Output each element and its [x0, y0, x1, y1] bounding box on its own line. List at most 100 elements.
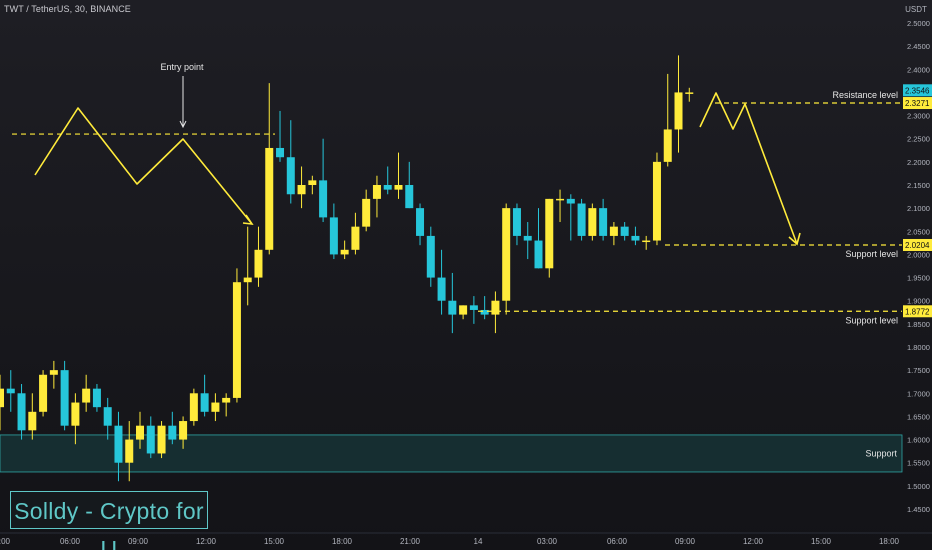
- y-tick-label: 2.0500: [907, 227, 930, 236]
- candle-body: [189, 393, 198, 422]
- candle-body: [674, 92, 683, 130]
- candle-body: [222, 397, 231, 403]
- level-label: Support level: [845, 249, 898, 259]
- candle-body: [523, 235, 532, 241]
- x-tick-label: 06:00: [607, 537, 628, 546]
- projection-arrow-left: [242, 214, 254, 225]
- y-tick-label: 2.0000: [907, 250, 930, 259]
- candle-body: [17, 393, 26, 431]
- candle-body: [49, 370, 58, 375]
- currency-label: USDT: [905, 5, 927, 14]
- candle-body: [329, 217, 338, 255]
- x-tick-label: 18:00: [879, 537, 900, 546]
- y-tick-label: 1.5500: [907, 459, 930, 468]
- x-tick-label: 06:00: [60, 537, 81, 546]
- brand-watermark: Solldy - Crypto for U: [10, 491, 208, 550]
- candle-body: [362, 198, 371, 227]
- candle-body: [340, 249, 349, 255]
- candle-body: [491, 300, 500, 315]
- candle-body: [71, 402, 80, 426]
- candle-body: [0, 388, 4, 408]
- y-tick-label: 2.4000: [907, 65, 930, 74]
- candle-body: [566, 198, 575, 204]
- candle-body: [179, 421, 188, 440]
- candle-body: [372, 185, 381, 199]
- support-zone: [0, 434, 903, 473]
- support-zone-label: Support: [865, 448, 897, 458]
- y-tick-label: 1.9500: [907, 274, 930, 283]
- candle-body: [577, 203, 586, 236]
- candle-body: [437, 277, 446, 301]
- candle-body: [652, 161, 661, 241]
- y-tick-label: 1.6500: [907, 412, 930, 421]
- candle-body: [232, 282, 241, 398]
- y-tick-label: 2.5000: [907, 19, 930, 28]
- price-tag-bg: [903, 305, 932, 318]
- x-tick-label: 12:00: [743, 537, 764, 546]
- x-tick-label: 03:00: [0, 537, 11, 546]
- candle-body: [663, 129, 672, 162]
- x-tick-label: 15:00: [811, 537, 832, 546]
- projection-path-left: [34, 107, 253, 225]
- price-tag: 1.8772: [905, 307, 930, 316]
- candle-body: [448, 300, 457, 315]
- candle-body: [459, 305, 468, 315]
- candle-body: [512, 208, 521, 236]
- y-tick-label: 1.7500: [907, 366, 930, 375]
- candle-body: [631, 235, 640, 241]
- candle-body: [308, 180, 317, 185]
- y-tick-label: 2.1000: [907, 204, 930, 213]
- candle-body: [125, 439, 134, 463]
- candle-body: [394, 185, 403, 190]
- candle-body: [6, 388, 15, 394]
- price-tag: 2.3546: [905, 86, 930, 95]
- candle-body: [556, 198, 565, 201]
- candle-body: [534, 240, 543, 269]
- candle-body: [383, 185, 392, 190]
- candle-body: [39, 374, 48, 412]
- entry-arrow-head: [179, 120, 187, 129]
- y-tick-label: 1.7000: [907, 389, 930, 398]
- candle-body: [545, 198, 554, 269]
- candle-body: [502, 208, 511, 301]
- candle-body: [319, 180, 328, 218]
- y-tick-label: 2.4500: [907, 42, 930, 51]
- level-label: Resistance level: [832, 90, 898, 100]
- candle-body: [211, 402, 220, 412]
- x-tick-label: 15:00: [264, 537, 285, 546]
- y-tick-label: 1.5000: [907, 482, 930, 491]
- x-tick-label: 09:00: [128, 537, 149, 546]
- x-tick-label: 12:00: [196, 537, 217, 546]
- candle-body: [297, 185, 306, 195]
- projection-arrow-right: [788, 232, 801, 246]
- entry-point-label: Entry point: [160, 62, 204, 72]
- x-tick-label: 09:00: [675, 537, 696, 546]
- y-tick-label: 2.3000: [907, 112, 930, 121]
- y-tick-label: 2.2000: [907, 158, 930, 167]
- candle-body: [136, 425, 145, 440]
- y-tick-label: 1.8000: [907, 343, 930, 352]
- projection-path-right: [699, 92, 798, 245]
- price-tag-bg: [903, 84, 932, 97]
- candle-body: [642, 240, 651, 243]
- y-tick-label: 2.1500: [907, 181, 930, 190]
- y-tick-label: 2.2500: [907, 135, 930, 144]
- price-tag-bg: [903, 97, 932, 110]
- candle-body: [28, 411, 37, 431]
- candle-body: [200, 393, 209, 412]
- y-tick-label: 1.9000: [907, 297, 930, 306]
- price-tag-bg: [903, 238, 932, 251]
- candle-body: [405, 185, 414, 209]
- candle-body: [480, 309, 489, 315]
- y-tick-label: 1.4500: [907, 505, 930, 514]
- candle-body: [146, 425, 155, 454]
- candle-body: [157, 425, 166, 454]
- chart-title: TWT / TetherUS, 30, BINANCE: [4, 4, 131, 14]
- candle-body: [60, 370, 69, 426]
- candle-body: [609, 226, 618, 236]
- x-tick-label: 14: [474, 537, 483, 546]
- candle-body: [114, 425, 123, 463]
- price-tag: 2.0204: [905, 241, 930, 250]
